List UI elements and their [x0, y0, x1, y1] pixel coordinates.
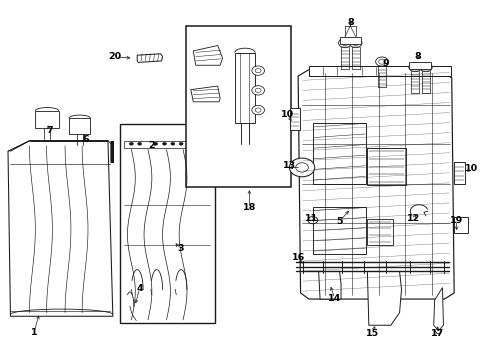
Text: 12: 12 [406, 214, 420, 223]
Polygon shape [433, 288, 443, 330]
Text: 20: 20 [108, 53, 122, 62]
Bar [312, 123, 366, 184]
Polygon shape [298, 69, 453, 299]
Bar [339, 37, 360, 44]
Circle shape [338, 39, 350, 48]
Circle shape [251, 86, 264, 95]
Circle shape [348, 39, 361, 48]
Text: 7: 7 [46, 126, 53, 135]
Circle shape [162, 142, 166, 145]
Circle shape [255, 108, 261, 112]
Text: 16: 16 [291, 253, 304, 262]
Circle shape [341, 41, 347, 45]
Circle shape [408, 62, 421, 72]
Text: 8: 8 [413, 52, 420, 61]
Circle shape [255, 68, 261, 73]
Circle shape [129, 142, 133, 145]
Text: 4: 4 [136, 284, 142, 293]
Circle shape [375, 57, 387, 66]
Polygon shape [35, 111, 59, 128]
Circle shape [251, 66, 264, 75]
Polygon shape [8, 140, 113, 316]
Text: 11: 11 [305, 214, 318, 223]
Text: 13: 13 [282, 161, 295, 170]
Text: 15: 15 [365, 329, 378, 338]
Bar [185, 26, 290, 187]
Polygon shape [193, 45, 222, 65]
Polygon shape [137, 54, 162, 62]
Bar [366, 148, 406, 185]
Text: 8: 8 [346, 18, 353, 27]
Bar [366, 219, 392, 244]
Text: 10: 10 [464, 164, 477, 173]
Circle shape [187, 142, 191, 145]
Bar [408, 62, 430, 69]
Text: 18: 18 [242, 203, 256, 212]
Circle shape [378, 59, 385, 64]
Text: 5: 5 [336, 217, 342, 226]
Bar [309, 66, 450, 76]
Bar [312, 207, 366, 253]
Text: 19: 19 [449, 216, 462, 225]
Circle shape [411, 64, 418, 69]
Text: 3: 3 [177, 244, 183, 253]
Text: 2: 2 [148, 141, 155, 150]
Circle shape [422, 64, 428, 69]
Circle shape [255, 88, 261, 93]
Polygon shape [318, 271, 340, 299]
Circle shape [179, 142, 183, 145]
Circle shape [154, 142, 158, 145]
Text: 9: 9 [382, 59, 388, 68]
Polygon shape [69, 118, 90, 134]
Circle shape [251, 105, 264, 115]
Circle shape [196, 142, 200, 145]
Circle shape [419, 62, 431, 72]
Bar [453, 217, 467, 233]
Circle shape [351, 41, 358, 45]
Text: 17: 17 [429, 329, 443, 338]
Text: 1: 1 [30, 328, 37, 337]
Circle shape [170, 142, 174, 145]
Text: 6: 6 [82, 135, 89, 144]
Circle shape [295, 163, 308, 172]
Bar [453, 162, 464, 184]
Bar [289, 108, 299, 130]
Bar [123, 141, 211, 148]
Polygon shape [366, 271, 401, 325]
Bar [234, 53, 255, 123]
Text: 10: 10 [280, 110, 293, 119]
Circle shape [307, 217, 317, 224]
Circle shape [138, 142, 142, 145]
Bar [120, 125, 215, 323]
Polygon shape [190, 86, 220, 102]
Circle shape [289, 158, 314, 177]
Text: 14: 14 [327, 294, 341, 303]
